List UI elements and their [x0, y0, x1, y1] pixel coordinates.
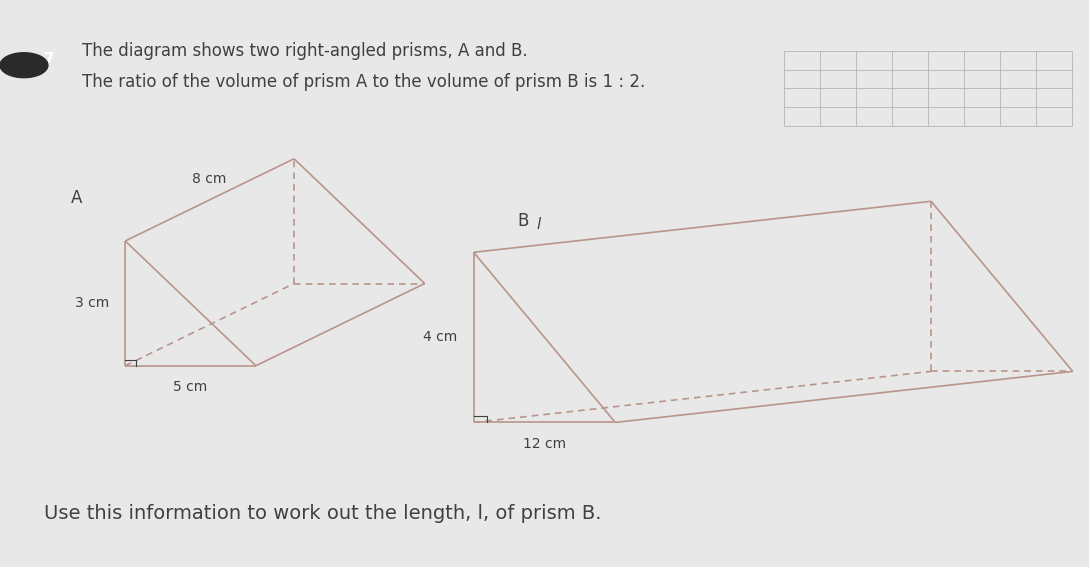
Text: 4 cm: 4 cm — [424, 331, 457, 344]
Text: 12 cm: 12 cm — [523, 437, 566, 451]
Text: 7: 7 — [44, 50, 54, 69]
Text: 3 cm: 3 cm — [75, 297, 109, 310]
Text: B: B — [517, 211, 528, 230]
Text: A: A — [71, 189, 82, 208]
Text: l: l — [537, 218, 541, 232]
Text: The ratio of the volume of prism A to the volume of prism B is 1 : 2.: The ratio of the volume of prism A to th… — [82, 73, 645, 91]
Circle shape — [0, 53, 48, 78]
Text: 8 cm: 8 cm — [193, 172, 227, 186]
Text: 5 cm: 5 cm — [173, 380, 208, 394]
Text: The diagram shows two right-angled prisms, A and B.: The diagram shows two right-angled prism… — [82, 42, 527, 60]
Text: Use this information to work out the length, l, of prism B.: Use this information to work out the len… — [44, 503, 601, 523]
